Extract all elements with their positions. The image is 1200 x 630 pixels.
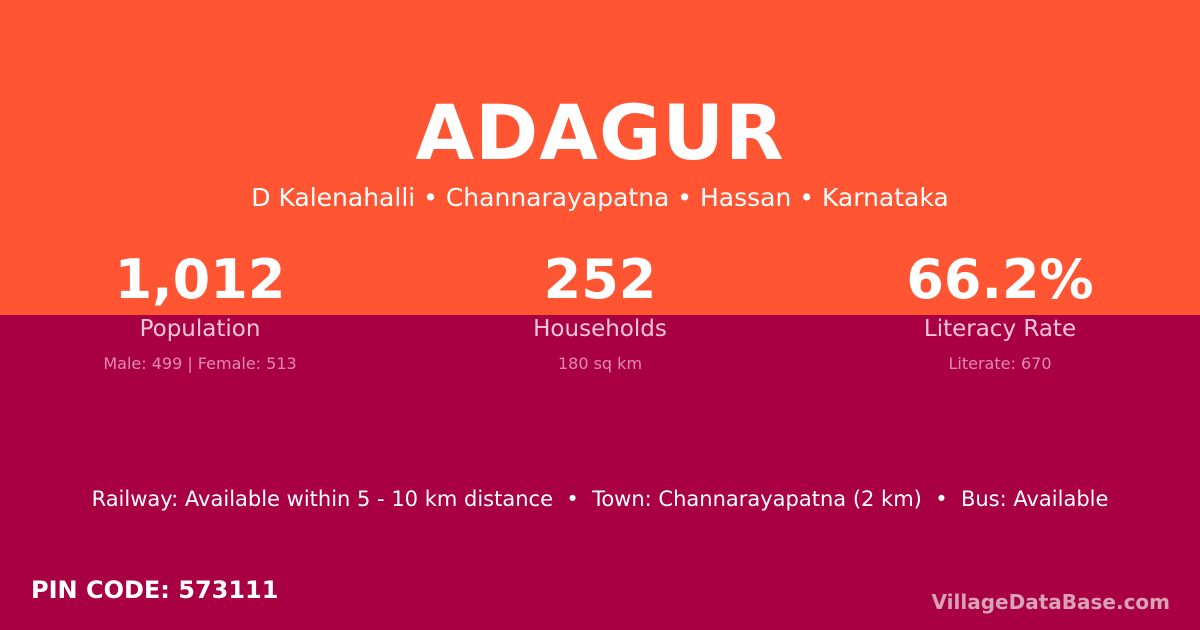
brand-logo: VillageDataBase.com bbox=[931, 590, 1170, 614]
stat-label: Literacy Rate bbox=[923, 316, 1077, 342]
stat-label: Households bbox=[533, 316, 667, 342]
stat-detail: 180 sq km bbox=[557, 354, 643, 373]
stat-value: 66.2% bbox=[906, 248, 1094, 311]
stat-value: 252 bbox=[543, 248, 657, 311]
header-band bbox=[0, 0, 1200, 315]
stat-value: 1,012 bbox=[114, 248, 286, 311]
pin-code: PIN CODE: 573111 bbox=[31, 576, 279, 604]
stat-detail: Literate: 670 bbox=[948, 354, 1052, 373]
stat-population: 1,012 Population Male: 499 | Female: 513 bbox=[0, 248, 400, 374]
village-title: ADAGUR bbox=[415, 88, 785, 177]
stat-households: 252 Households 180 sq km bbox=[400, 248, 800, 374]
stat-literacy: 66.2% Literacy Rate Literate: 670 bbox=[800, 248, 1200, 374]
stat-label: Population bbox=[139, 316, 261, 342]
stat-detail: Male: 499 | Female: 513 bbox=[103, 354, 297, 373]
connectivity-info: Railway: Available within 5 - 10 km dist… bbox=[91, 487, 1109, 511]
location-breadcrumb: D Kalenahalli • Channarayapatna • Hassan… bbox=[251, 183, 949, 212]
